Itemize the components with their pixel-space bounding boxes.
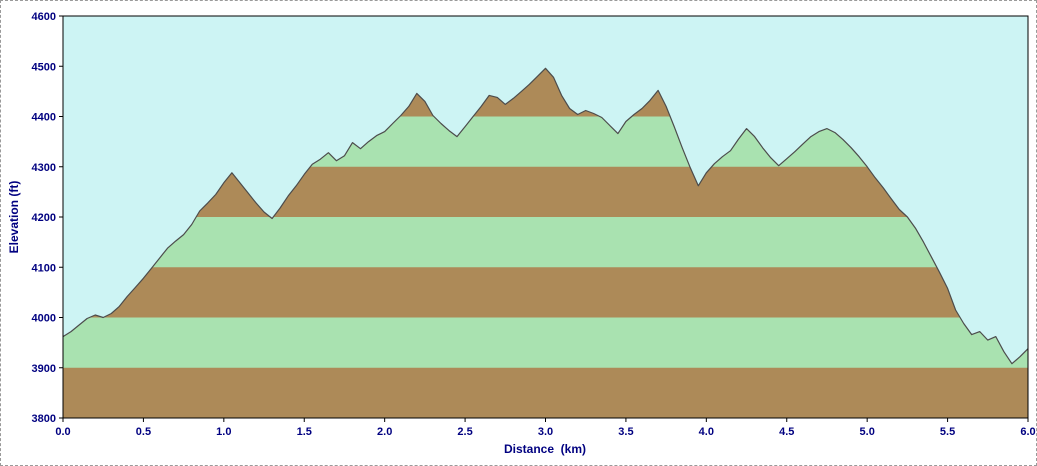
x-tick-label: 0.0: [55, 426, 70, 438]
x-tick-label: 2.5: [457, 426, 472, 438]
x-tick-label: 0.5: [136, 426, 151, 438]
x-tick-label: 3.0: [538, 426, 553, 438]
y-tick-label: 4600: [32, 11, 56, 23]
x-tick-label: 5.0: [860, 426, 875, 438]
y-tick-label: 4300: [32, 162, 56, 174]
x-tick-label: 4.5: [779, 426, 794, 438]
y-tick-label: 3800: [32, 413, 56, 425]
x-tick-label: 3.5: [618, 426, 633, 438]
y-tick-label: 4200: [32, 212, 56, 224]
y-tick-label: 3900: [32, 363, 56, 375]
x-tick-label: 2.0: [377, 426, 392, 438]
y-tick-label: 4400: [32, 112, 56, 124]
y-tick-label: 4000: [32, 313, 56, 325]
x-tick-label: 1.5: [297, 426, 312, 438]
y-tick-label: 4100: [32, 262, 56, 274]
x-tick-label: 1.0: [216, 426, 231, 438]
x-tick-label: 5.5: [940, 426, 955, 438]
x-tick-label: 6.0: [1020, 426, 1035, 438]
y-tick-label: 4500: [32, 61, 56, 73]
elevation-outline: [62, 67, 1029, 365]
x-tick-label: 4.0: [699, 426, 714, 438]
